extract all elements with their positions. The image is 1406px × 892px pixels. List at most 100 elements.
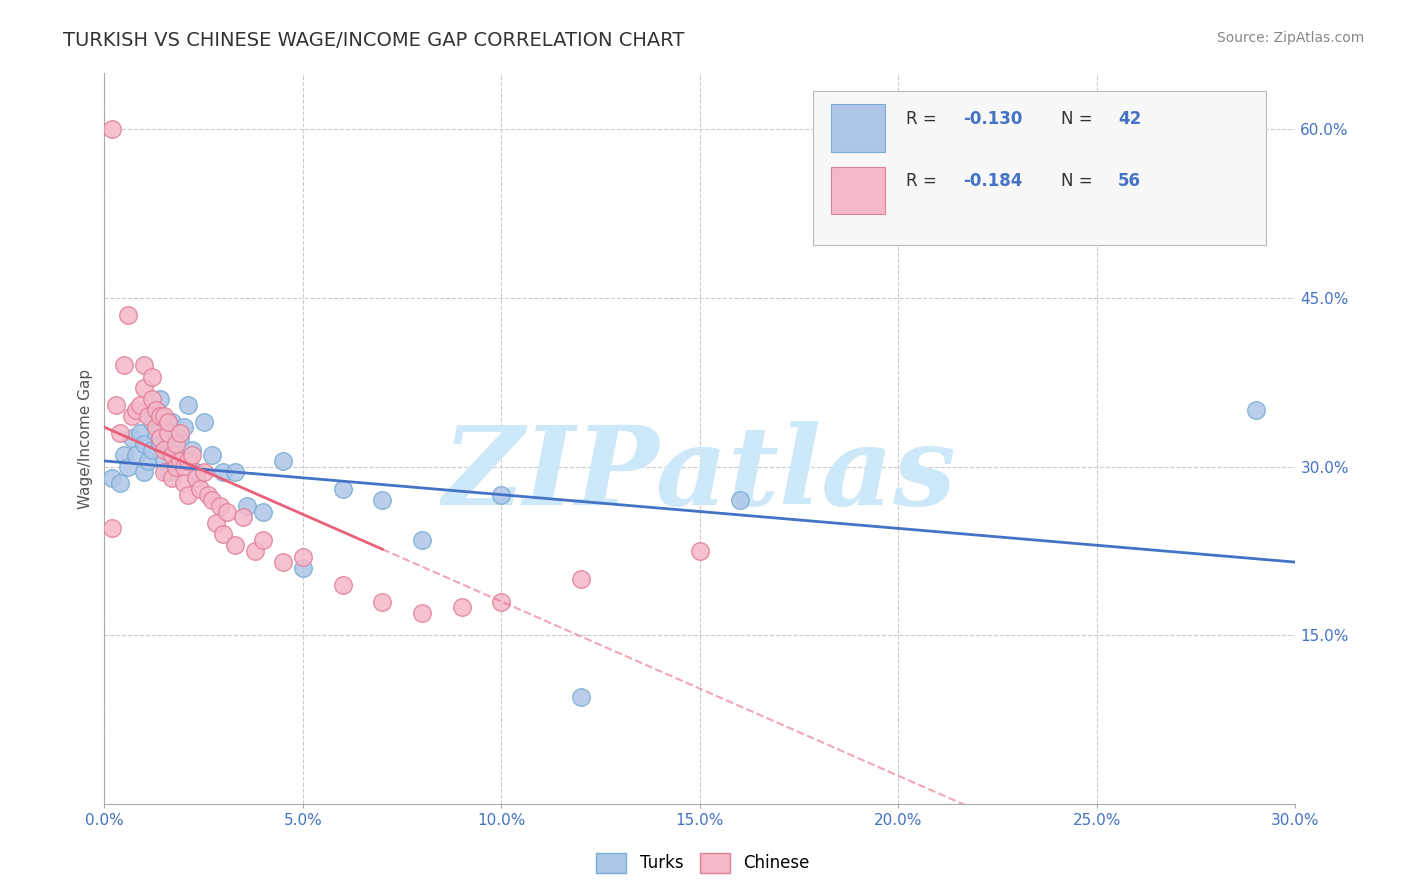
Point (156, 415, 179, 429)
Point (156, 465, 179, 479)
Text: 42: 42 (1118, 111, 1142, 128)
Point (149, 437, 172, 451)
Point (252, 504, 274, 518)
Point (177, 398, 200, 412)
Point (184, 465, 207, 479)
FancyBboxPatch shape (831, 104, 884, 152)
Point (101, 521, 124, 535)
Point (200, 448, 222, 462)
Point (169, 432, 191, 446)
Point (145, 420, 167, 434)
Text: 56: 56 (1118, 172, 1142, 190)
Point (411, 606, 433, 620)
Point (184, 471, 207, 485)
Point (173, 420, 195, 434)
Point (117, 308, 139, 322)
Point (224, 538, 246, 552)
Legend: Turks, Chinese: Turks, Chinese (589, 847, 817, 880)
Point (169, 454, 191, 468)
Point (450, 600, 472, 615)
Point (165, 459, 187, 474)
Point (173, 459, 195, 474)
Point (153, 409, 176, 423)
Point (491, 594, 513, 608)
Point (141, 415, 163, 429)
Point (121, 409, 143, 423)
Text: Source: ZipAtlas.com: Source: ZipAtlas.com (1216, 31, 1364, 45)
Point (173, 476, 195, 491)
Point (177, 488, 200, 502)
Point (110, 425, 132, 440)
Point (117, 459, 139, 474)
Point (149, 432, 172, 446)
FancyBboxPatch shape (813, 91, 1265, 244)
Point (105, 398, 128, 412)
Point (132, 381, 155, 395)
Y-axis label: Wage/Income Gap: Wage/Income Gap (79, 368, 93, 508)
Point (411, 533, 433, 547)
Text: TURKISH VS CHINESE WAGE/INCOME GAP CORRELATION CHART: TURKISH VS CHINESE WAGE/INCOME GAP CORRE… (63, 31, 685, 50)
Point (332, 482, 354, 496)
Point (569, 690, 592, 704)
Point (136, 454, 159, 468)
Point (141, 392, 163, 406)
Point (689, 544, 711, 558)
Point (149, 409, 172, 423)
Point (125, 448, 148, 462)
Point (145, 403, 167, 417)
Text: N =: N = (1060, 172, 1098, 190)
Point (110, 476, 132, 491)
Text: R =: R = (905, 111, 942, 128)
Point (160, 471, 183, 485)
Point (160, 415, 183, 429)
Point (180, 442, 202, 457)
Point (177, 454, 200, 468)
Point (101, 122, 124, 136)
Point (165, 448, 187, 462)
Point (728, 493, 751, 508)
Point (200, 493, 222, 508)
Point (165, 437, 187, 451)
Text: R =: R = (905, 172, 942, 190)
Point (271, 454, 294, 468)
Text: N =: N = (1060, 111, 1098, 128)
Point (491, 488, 513, 502)
Point (271, 555, 294, 569)
Point (188, 482, 211, 496)
Point (129, 425, 152, 440)
Point (569, 572, 592, 586)
Point (153, 454, 176, 468)
Point (156, 442, 179, 457)
Point (101, 471, 124, 485)
Point (153, 425, 176, 440)
Point (153, 465, 176, 479)
Point (204, 516, 226, 530)
Text: ZIPatlas: ZIPatlas (443, 421, 957, 529)
Point (371, 493, 394, 508)
Point (160, 448, 183, 462)
Point (132, 465, 155, 479)
Point (129, 398, 152, 412)
Point (208, 499, 231, 513)
Point (197, 488, 219, 502)
Point (212, 527, 235, 541)
Point (112, 359, 135, 373)
Text: -0.130: -0.130 (963, 111, 1022, 128)
Point (141, 442, 163, 457)
Point (169, 425, 191, 440)
Point (136, 409, 159, 423)
Point (212, 465, 235, 479)
Point (252, 533, 274, 547)
Point (193, 465, 215, 479)
Point (121, 432, 143, 446)
FancyBboxPatch shape (831, 167, 884, 214)
Point (180, 448, 202, 462)
Point (153, 442, 176, 457)
Point (132, 359, 155, 373)
Point (132, 437, 155, 451)
Point (232, 510, 254, 524)
Point (291, 549, 314, 564)
Point (245, 544, 267, 558)
Point (1244, 403, 1267, 417)
Point (224, 465, 246, 479)
